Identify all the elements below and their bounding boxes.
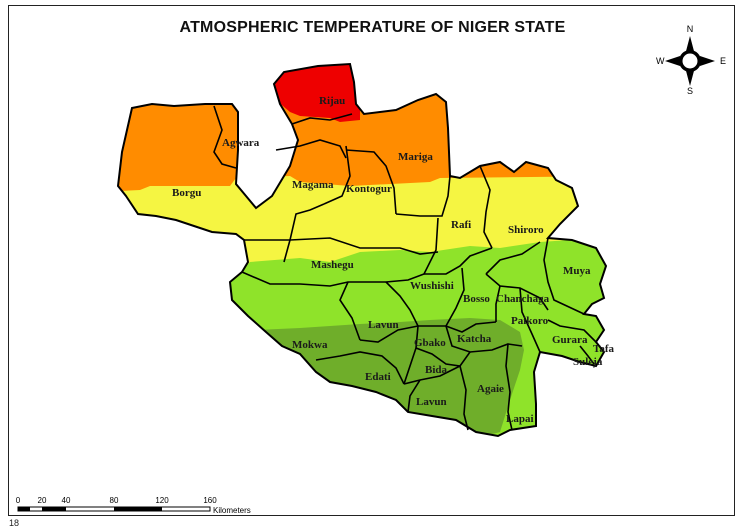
lga-label-mokwa: Mokwa [292, 339, 328, 351]
map-title: ATMOSPHERIC TEMPERATURE OF NIGER STATE [179, 19, 566, 36]
scale-tick-0: 0 [16, 496, 21, 505]
lga-label-gurara: Gurara [552, 334, 588, 346]
scale-unit: Kilometers [213, 506, 251, 515]
scale-bar: 0 20 40 80 120 160 Kilometers [16, 496, 251, 515]
lga-label-agwara: Agwara [222, 137, 260, 149]
lga-label-mariga: Mariga [398, 151, 433, 163]
lga-label-katcha: Katcha [457, 333, 492, 345]
scale-tick-80: 80 [110, 496, 119, 505]
lga-label-tafa: Tafa [593, 343, 614, 355]
temperature-zones [118, 64, 606, 436]
compass-west-arrow [665, 56, 680, 66]
lga-label-mashegu: Mashegu [311, 259, 354, 271]
lga-label-magama: Magama [292, 179, 334, 191]
scale-tick-20: 20 [38, 496, 47, 505]
state-boundary [116, 62, 608, 438]
compass-north-arrow [685, 36, 695, 55]
lga-label-kontogur: Kontogur [346, 183, 392, 195]
zone-orange [118, 64, 606, 192]
lga-label-borgu: Borgu [172, 187, 201, 199]
lga-label-bida: Bida [425, 364, 448, 376]
lga-label-lavun-south: Lavun [416, 396, 447, 408]
lga-label-gbako: Gbako [414, 337, 446, 349]
zone-red [270, 64, 360, 122]
lga-label-muya: Muya [563, 265, 591, 277]
lga-label-suleja: Suleja [573, 356, 603, 368]
compass-w-label: W [656, 56, 665, 66]
compass-east-arrow [700, 56, 715, 66]
compass-s-label: S [687, 86, 693, 96]
lga-label-rafi: Rafi [451, 219, 471, 231]
lga-label-edati: Edati [365, 371, 391, 383]
scale-tick-40: 40 [62, 496, 71, 505]
lga-label-rijau: Rijau [319, 95, 345, 107]
page-number-fragment: 18 [9, 518, 20, 528]
compass-center [682, 53, 698, 69]
compass-e-label: E [720, 56, 726, 66]
compass-n-label: N [687, 24, 694, 34]
lga-label-shiroro: Shiroro [508, 224, 544, 236]
lga-label-paikoro: Paikoro [511, 315, 549, 327]
lga-label-lavun-north: Lavun [368, 319, 399, 331]
lga-label-bosso: Bosso [463, 293, 490, 305]
scale-tick-160: 160 [203, 496, 217, 505]
lga-label-lapai: Lapai [506, 413, 534, 425]
compass-south-arrow [685, 67, 695, 86]
scale-tick-120: 120 [155, 496, 169, 505]
lga-label-agaie: Agaie [477, 383, 504, 395]
compass-rose: N S E W [656, 24, 726, 96]
lga-label-wushishi: Wushishi [410, 280, 454, 292]
lga-boundaries [213, 105, 597, 431]
lga-label-chanchaga: Chanchaga [496, 293, 550, 305]
